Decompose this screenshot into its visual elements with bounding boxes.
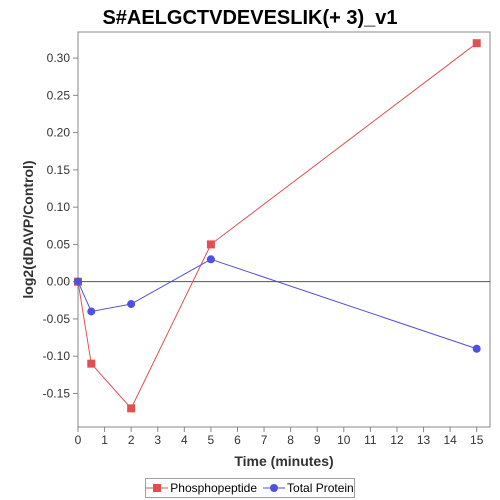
x-tick-label: 6 [234,433,241,447]
x-tick-label: 12 [390,433,404,447]
y-tick-label: 0.15 [47,163,71,177]
y-tick-label: -0.05 [43,312,71,326]
y-axis-label: log2(dDAVP/Control) [20,160,36,298]
data-point-phosphopeptide [472,39,481,48]
data-point-total-protein [87,307,96,316]
legend-label-phosphopeptide: Phosphopeptide [170,481,258,495]
y-tick-label: 0.30 [47,51,71,65]
legend-label-total-protein: Total Protein [287,481,354,495]
data-point-phosphopeptide [206,240,215,249]
x-tick-label: 13 [417,433,431,447]
x-tick-label: 0 [75,433,82,447]
y-tick-label: 0.00 [47,275,71,289]
legend-item-total-protein: Total Protein [263,481,354,495]
data-point-total-protein [74,277,82,286]
y-tick-label: -0.15 [43,386,71,400]
x-tick-label: 7 [261,433,268,447]
data-point-phosphopeptide [87,359,96,368]
x-tick-label: 1 [101,433,108,447]
legend: Phosphopeptide Total Protein [145,478,355,498]
x-tick-label: 2 [128,433,135,447]
x-axis-label: Time (minutes) [234,453,333,469]
legend-item-phosphopeptide: Phosphopeptide [146,481,257,495]
data-point-total-protein [127,300,136,309]
x-tick-label: 5 [208,433,215,447]
x-tick-label: 15 [470,433,484,447]
data-point-total-protein [472,344,481,353]
y-tick-label: 0.05 [47,237,71,251]
x-tick-label: 8 [287,433,294,447]
data-point-phosphopeptide [127,404,136,413]
data-point-total-protein [206,255,215,264]
x-tick-label: 9 [314,433,321,447]
legend-swatch-phosphopeptide [146,484,169,492]
x-tick-label: 11 [364,433,377,447]
x-tick-label: 10 [337,433,351,447]
y-tick-label: -0.10 [43,349,71,363]
y-tick-label: 0.10 [47,200,71,214]
y-tick-label: 0.20 [47,126,71,140]
plot-area [77,31,491,428]
x-tick-label: 14 [443,433,457,447]
chart-title: S#AELGCTVDEVESLIK(+ 3)_v1 [102,7,397,29]
x-tick-label: 4 [181,433,188,447]
x-tick-label: 3 [154,433,161,447]
y-tick-label: 0.25 [47,88,71,102]
legend-swatch-total-protein [263,484,286,492]
